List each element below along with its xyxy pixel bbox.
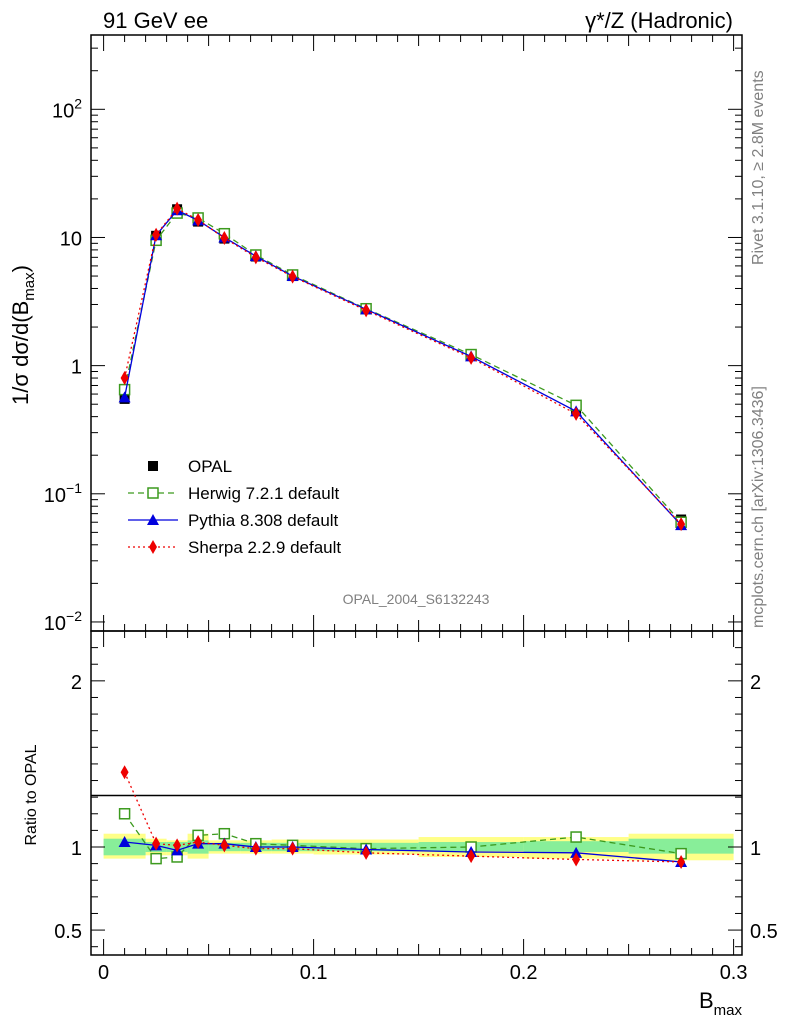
main-point: [467, 350, 476, 365]
main-point: [288, 269, 297, 284]
main-series: [118, 201, 688, 532]
legend-entry: Herwig 7.2.1 default: [128, 484, 339, 503]
ratio-y-axis-title: Ratio to OPAL: [23, 744, 40, 845]
main-series-2: [118, 204, 688, 531]
legend: OPAL Herwig 7.2.1 default Pythia 8.308 def…: [128, 457, 341, 557]
main-series-line-1: [123, 212, 682, 523]
main-y-tick-label: 10−1: [44, 480, 82, 507]
main-point: [362, 303, 371, 318]
main-panel: 10−2 10−1 1 10 102: [44, 34, 743, 635]
main-point: [251, 250, 260, 265]
ratio-y-tick-label: 0.5: [54, 921, 82, 943]
legend-marker: [147, 487, 159, 499]
ratio-frame: [90, 630, 743, 956]
legend-label: Sherpa 2.2.9 default: [188, 538, 341, 557]
main-point: [118, 391, 131, 403]
x-tick-label: 0.2: [510, 962, 538, 984]
ratio-ticks: [91, 631, 742, 955]
legend-entry: OPAL: [148, 457, 232, 476]
ratio-point: [173, 838, 182, 853]
legend-marker: [148, 461, 158, 471]
ratio-stat-band: [523, 841, 629, 852]
ratio-point: [251, 841, 260, 856]
ratio-series-2: [120, 765, 686, 869]
ratio-series: [118, 765, 688, 869]
ratio-point: [570, 831, 582, 843]
ratio-point: [118, 808, 131, 820]
main-point: [572, 406, 581, 421]
ratio-point: [288, 841, 297, 856]
main-series-line-2: [123, 209, 682, 526]
main-y-axis-title: 1/σ dσ/d(Bmax): [8, 265, 38, 405]
ratio-panel: 0.5 0.5 1 1 2 2 0 0.1 0.2 0.3: [54, 630, 778, 984]
main-series-3: [120, 201, 686, 532]
x-axis-title: Bmax: [699, 988, 743, 1019]
ratio-point: [194, 835, 203, 850]
main-point: [194, 212, 203, 227]
ratio-y-tick-label-right: 1: [750, 838, 761, 860]
ratio-point: [152, 836, 161, 851]
main-y-tick-label: 10−2: [44, 608, 82, 635]
legend-label: Pythia 8.308 default: [188, 511, 339, 530]
legend-label: OPAL: [188, 457, 232, 476]
ratio-point: [218, 827, 231, 840]
mcplots-label: mcplots.cern.ch [arXiv:1306.3436]: [750, 386, 767, 628]
main-point: [220, 231, 229, 246]
main-point: [677, 517, 686, 532]
main-series-0: [119, 204, 687, 525]
x-tick-label: 0.1: [300, 962, 328, 984]
ratio-point: [118, 836, 131, 848]
main-y-tick-label: 102: [52, 95, 82, 122]
ratio-tick-labels: 0.5 0.5 1 1 2 2 0 0.1 0.2 0.3: [54, 672, 778, 984]
ratio-point: [362, 845, 371, 860]
legend-entry: Pythia 8.308 default: [128, 511, 339, 530]
main-y-tick-label: 1: [71, 357, 82, 379]
ratio-y-tick-label-right: 0.5: [750, 921, 778, 943]
legend-marker: [149, 540, 157, 554]
header-right: γ*/Z (Hadronic): [585, 8, 733, 33]
header-left: 91 GeV ee: [103, 8, 208, 33]
main-y-tick-label: 10: [60, 228, 82, 250]
x-tick-label: 0.3: [720, 962, 748, 984]
ratio-y-tick-label: 2: [71, 672, 82, 694]
ratio-point: [220, 838, 229, 853]
main-ticks: [91, 35, 742, 631]
legend-entry: Sherpa 2.2.9 default: [128, 538, 341, 557]
ratio-point: [572, 852, 581, 867]
ratio-point: [467, 849, 476, 864]
main-point: [152, 227, 161, 242]
main-y-tick-labels: 10−2 10−1 1 10 102: [44, 95, 82, 635]
analysis-label: OPAL_2004_S6132243: [343, 591, 490, 607]
main-point: [173, 201, 182, 216]
ratio-point: [570, 846, 583, 858]
main-series-1: [118, 207, 687, 528]
main-point: [120, 371, 129, 386]
rivet-label: Rivet 3.1.10, ≥ 2.8M events: [750, 70, 767, 265]
x-tick-label: 0: [98, 962, 109, 984]
ratio-point: [120, 765, 129, 780]
legend-label: Herwig 7.2.1 default: [188, 484, 339, 503]
ratio-y-tick-label: 1: [71, 838, 82, 860]
ratio-point: [677, 854, 686, 869]
ratio-y-tick-label-right: 2: [750, 672, 761, 694]
legend-marker: [147, 514, 159, 525]
main-series-line-3: [123, 207, 682, 525]
ratio-point: [150, 852, 162, 865]
